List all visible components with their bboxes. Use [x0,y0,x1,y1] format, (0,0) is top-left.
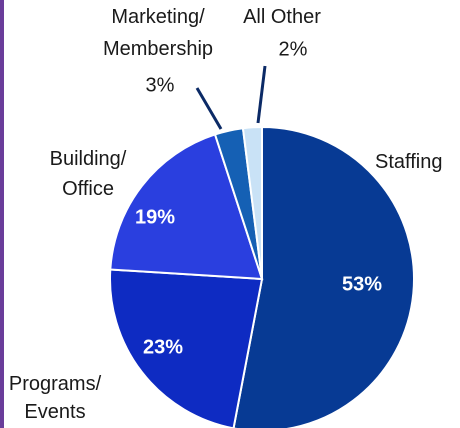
value-label: 3% [146,74,175,96]
category-label-line: Programs/ [9,373,102,395]
category-label-line: Marketing/ [111,6,205,28]
side-border [0,0,4,428]
pie-slice [241,125,263,280]
leader-line [195,87,223,130]
pie-slice [109,268,264,428]
category-label: Staffing [375,151,442,173]
category-label: Building/Office [50,148,127,200]
pie-slice [109,133,264,281]
value-label: 19% [135,206,175,228]
value-label: 53% [342,273,382,295]
category-label-line: Staffing [375,151,442,173]
value-label: 2% [279,38,308,60]
leader-line [256,65,267,124]
category-label: Marketing/Membership [103,6,213,60]
value-label: 23% [143,336,183,358]
category-label: Programs/Events [9,373,102,423]
category-label-line: Events [24,401,85,423]
category-label-line: Building/ [50,148,127,170]
category-label: All Other [243,6,321,28]
category-label-line: All Other [243,6,321,28]
category-label-line: Office [62,178,114,200]
pie-slice [232,125,415,428]
category-label-line: Membership [103,38,213,60]
